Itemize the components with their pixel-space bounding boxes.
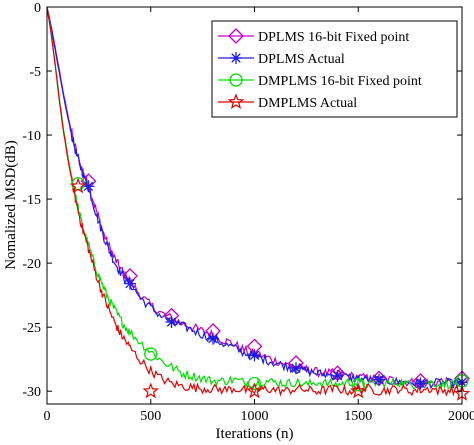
series-marker (207, 332, 219, 345)
legend-label: DMPLMS 16-bit Fixed point (258, 74, 422, 89)
x-axis-title: Iterations (n) (216, 426, 294, 442)
series-marker (247, 376, 262, 391)
series-marker (144, 347, 158, 361)
series-marker (124, 277, 136, 290)
legend-marker (230, 52, 242, 64)
series-marker (290, 362, 302, 375)
x-tick-label: 2000 (448, 409, 474, 424)
legend-marker (227, 93, 245, 110)
series-marker (82, 180, 95, 193)
tick-layer: 0 500 1000 1500 2000 0 -5 -10 -15 -20 -25 -30 (22, 1, 474, 424)
series-marker (69, 177, 87, 194)
series-marker (246, 382, 263, 399)
series-marker (142, 382, 159, 399)
x-tick-label: 1500 (344, 409, 372, 424)
legend-label: DMPLMS Actual (258, 96, 357, 111)
legend: DPLMS 16-bit Fixed point DPLMS Actual DMPL… (211, 20, 458, 118)
y-tick-label: -5 (29, 65, 41, 80)
legend-box (211, 20, 458, 118)
x-tick-label: 1000 (241, 409, 269, 424)
y-axis-title: Nomalized MSD(dB) (3, 140, 19, 270)
series-marker (414, 377, 427, 390)
y-tick-label: 0 (34, 1, 41, 16)
y-tick-label: -30 (22, 385, 41, 400)
series-marker (331, 369, 344, 382)
legend-label: DPLMS 16-bit Fixed point (258, 30, 409, 45)
series-line (47, 7, 462, 390)
x-tick-label: 500 (140, 409, 161, 424)
legend-marker (228, 28, 244, 44)
y-tick-label: -15 (22, 193, 41, 208)
y-tick-label: -20 (22, 257, 41, 272)
series-marker (350, 382, 367, 399)
legend-label: DPLMS Actual (258, 52, 345, 67)
y-tick-label: -10 (22, 129, 41, 144)
x-tick-label: 0 (44, 409, 51, 424)
series-line (47, 7, 462, 397)
series-marker (351, 378, 365, 392)
legend-marker (229, 73, 243, 87)
series-marker (248, 349, 261, 362)
y-tick-label: -25 (22, 321, 41, 336)
series-marker (373, 373, 385, 386)
series-marker (165, 316, 178, 329)
marker-layer (69, 173, 471, 401)
series-line (47, 7, 462, 391)
